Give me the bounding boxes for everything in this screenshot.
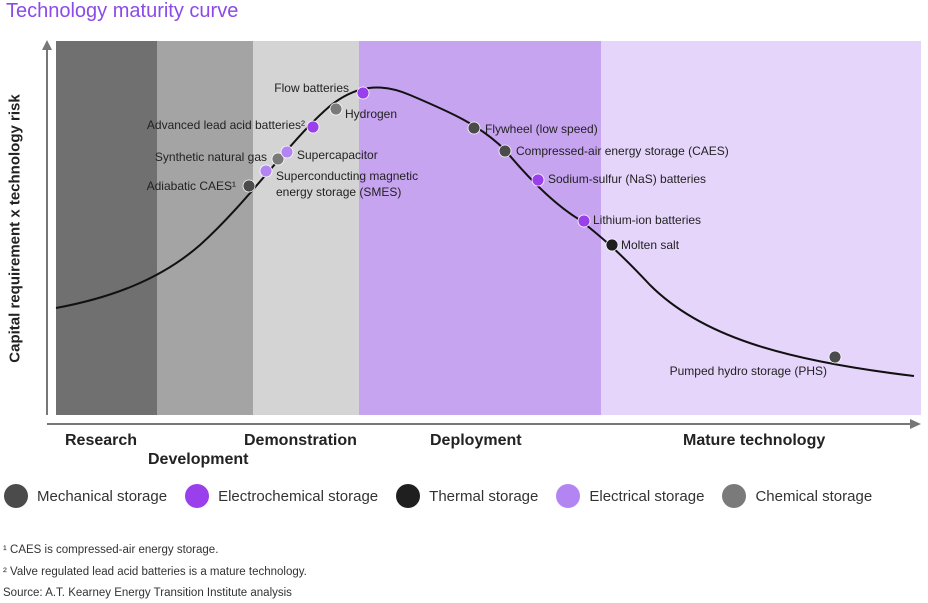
point-adiabatic-caes bbox=[242, 179, 256, 193]
legend-swatch-mechanical bbox=[4, 484, 28, 508]
point-advanced-lead-acid-batteries bbox=[306, 120, 320, 134]
point-label-pumped-hydro-storage-phs: Pumped hydro storage (PHS) bbox=[670, 364, 827, 378]
stage-band-development bbox=[157, 41, 253, 415]
point-label-synthetic-natural-gas: Synthetic natural gas bbox=[155, 150, 267, 164]
point-label-lithium-ion-batteries: Lithium-ion batteries bbox=[593, 213, 701, 227]
legend-label-chemical: Chemical storage bbox=[755, 487, 873, 505]
legend: Mechanical storage Electrochemical stora… bbox=[4, 484, 890, 508]
point-supercapacitor bbox=[280, 145, 294, 159]
point-label-compressed-air-energy-storage-caes: Compressed-air energy storage (CAES) bbox=[516, 144, 729, 158]
point-label-hydrogen: Hydrogen bbox=[345, 107, 397, 121]
legend-swatch-thermal bbox=[396, 484, 421, 508]
point-label-sodium-sulfur-nas-batteries: Sodium-sulfur (NaS) batteries bbox=[548, 172, 706, 186]
maturity-chart: Adiabatic CAES¹ Superconducting magnetic e… bbox=[42, 40, 921, 429]
legend-label-mechanical: Mechanical storage bbox=[37, 487, 168, 505]
stage-label-research: Research bbox=[65, 432, 138, 449]
legend-item-electrical: Electrical storage bbox=[556, 484, 704, 508]
point-label-supercapacitor: Supercapacitor bbox=[297, 148, 378, 162]
point-lithium-ion-batteries bbox=[577, 214, 591, 228]
legend-item-chemical: Chemical storage bbox=[722, 484, 872, 508]
legend-item-electrochemical: Electrochemical storage bbox=[185, 484, 378, 508]
point-label-flow-batteries: Flow batteries bbox=[274, 81, 349, 95]
point-flywheel-low-speed bbox=[467, 121, 481, 135]
point-flow-batteries bbox=[356, 86, 370, 100]
legend-swatch-electrochemical bbox=[185, 484, 210, 508]
stage-band-research bbox=[56, 41, 157, 415]
stage-label-development: Development bbox=[148, 451, 249, 468]
stage-band-deployment bbox=[359, 41, 601, 415]
stage-label-demonstration: Demonstration bbox=[244, 432, 357, 449]
point-molten-salt bbox=[605, 238, 619, 252]
legend-item-mechanical: Mechanical storage bbox=[4, 484, 167, 508]
point-pumped-hydro-storage-phs bbox=[828, 350, 842, 364]
point-hydrogen bbox=[329, 102, 343, 116]
point-label-flywheel-low-speed: Flywheel (low speed) bbox=[485, 122, 598, 136]
y-axis-arrow bbox=[42, 40, 52, 50]
point-label-superconducting-magnetic-energy-storage-smes: Superconducting magnetic energy storage (… bbox=[276, 169, 418, 199]
stage-band-mature-technology bbox=[601, 41, 921, 415]
stage-band-demonstration bbox=[253, 41, 359, 415]
chart-title: Technology maturity curve bbox=[6, 0, 239, 22]
legend-label-thermal: Thermal storage bbox=[429, 487, 539, 505]
point-label-adiabatic-caes: Adiabatic CAES¹ bbox=[147, 179, 236, 193]
point-label-molten-salt: Molten salt bbox=[621, 238, 680, 252]
point-label-advanced-lead-acid-batteries: Advanced lead acid batteries² bbox=[147, 118, 305, 132]
legend-swatch-electrical bbox=[556, 484, 581, 508]
point-compressed-air-energy-storage-caes bbox=[498, 144, 512, 158]
legend-label-electrical: Electrical storage bbox=[589, 487, 705, 505]
legend-label-electrochemical: Electrochemical storage bbox=[218, 487, 379, 505]
legend-item-thermal: Thermal storage bbox=[396, 484, 538, 508]
legend-swatch-chemical bbox=[722, 484, 747, 508]
stage-label-mature-technology: Mature technology bbox=[683, 432, 826, 449]
point-synthetic-natural-gas bbox=[271, 152, 285, 166]
source-note: Source: A.T. Kearney Energy Transition I… bbox=[3, 587, 292, 599]
footnote-1: ¹ CAES is compressed-air energy storage. bbox=[3, 544, 219, 556]
point-sodium-sulfur-nas-batteries bbox=[531, 173, 545, 187]
stage-label-deployment: Deployment bbox=[430, 432, 522, 449]
x-axis-arrow bbox=[910, 419, 921, 429]
footnote-2: ² Valve regulated lead acid batteries is… bbox=[3, 566, 307, 578]
point-superconducting-magnetic-energy-storage-smes bbox=[259, 164, 273, 178]
